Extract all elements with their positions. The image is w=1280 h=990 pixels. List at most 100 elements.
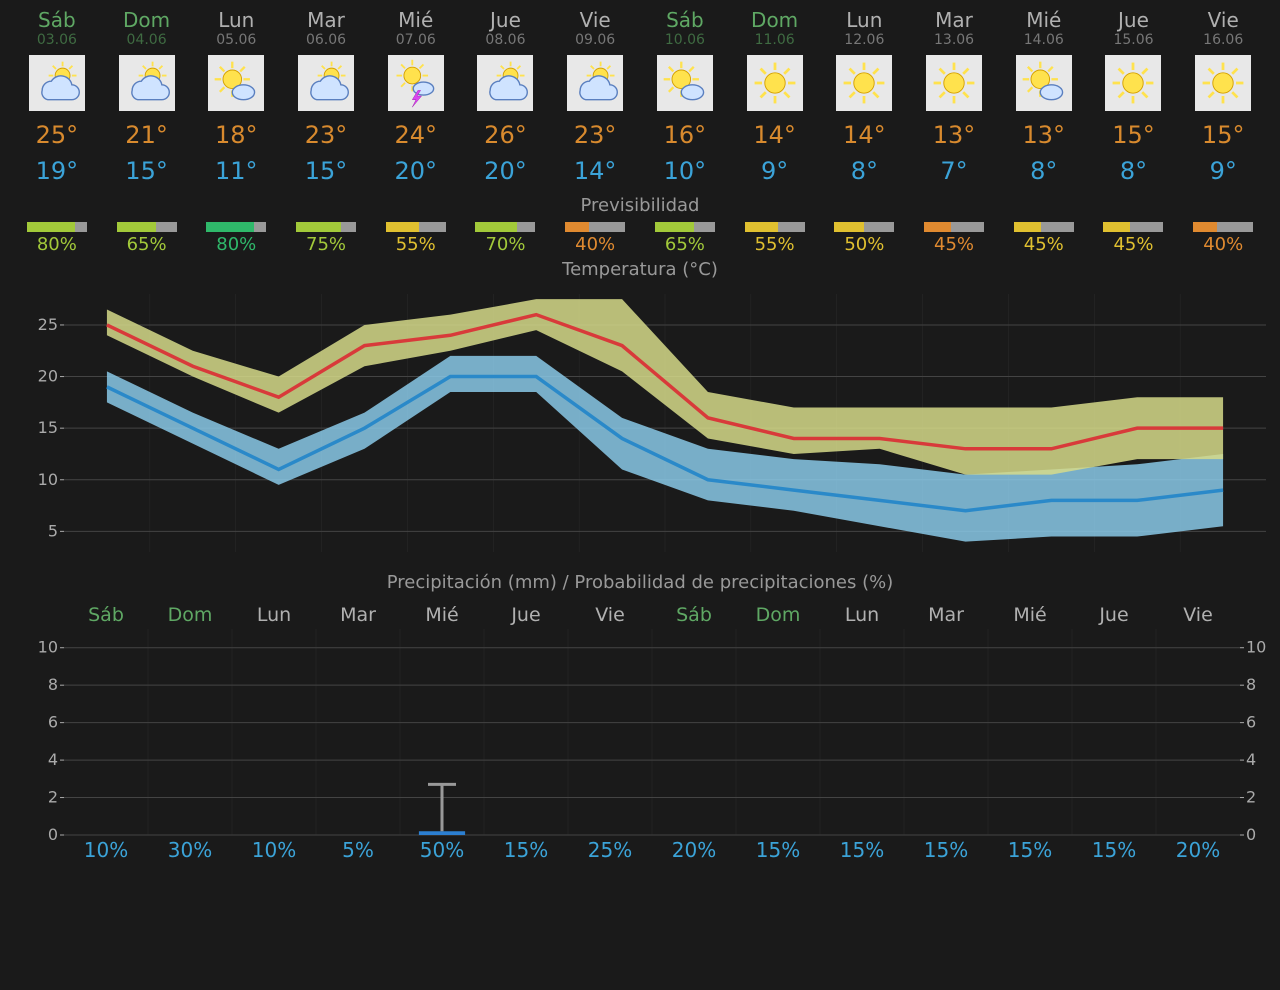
svg-text:Lun: Lun [845, 604, 879, 626]
weather-icon [747, 55, 803, 111]
svg-text:Jue: Jue [510, 604, 540, 626]
forecast-day[interactable]: Mar 13.06 13° 7° [909, 8, 999, 191]
low-temp: 20° [371, 152, 461, 190]
svg-text:8: 8 [48, 675, 58, 694]
forecast-day[interactable]: Sáb 03.06 25° 19° [12, 8, 102, 191]
weather-icon [477, 55, 533, 111]
temperature-chart: 510152025 [28, 288, 1252, 558]
weather-icon [1195, 55, 1251, 111]
svg-text:10: 10 [38, 470, 58, 489]
forecast-day[interactable]: Vie 09.06 23° 14° [550, 8, 640, 191]
forecast-day[interactable]: Mié 07.06 24° 20° [371, 8, 461, 191]
weather-icon [208, 55, 264, 111]
predictability-cell: 40% [550, 222, 640, 255]
forecast-day[interactable]: Lun 05.06 18° 11° [191, 8, 281, 191]
day-name: Vie [550, 8, 640, 32]
temperature-label: Temperatura (°C) [12, 259, 1268, 280]
predictability-pct: 70% [461, 234, 551, 255]
forecast-day[interactable]: Jue 08.06 26° 20° [461, 8, 551, 191]
predictability-cell: 45% [1089, 222, 1179, 255]
predictability-cell: 45% [909, 222, 999, 255]
low-temp: 9° [730, 152, 820, 190]
predictability-cell: 55% [371, 222, 461, 255]
day-name: Jue [1089, 8, 1179, 32]
predictability-cell: 45% [999, 222, 1089, 255]
day-name: Mié [999, 8, 1089, 32]
predictability-cell: 50% [819, 222, 909, 255]
low-temp: 8° [1089, 152, 1179, 190]
svg-text:Jue: Jue [1098, 604, 1128, 626]
day-date: 06.06 [281, 32, 371, 49]
predictability-bar [655, 222, 715, 232]
low-temp: 9° [1178, 152, 1268, 190]
svg-text:Lun: Lun [257, 604, 291, 626]
high-temp: 15° [1178, 119, 1268, 153]
forecast-day[interactable]: Jue 15.06 15° 8° [1089, 8, 1179, 191]
svg-text:2: 2 [48, 787, 58, 806]
svg-text:5%: 5% [342, 838, 374, 861]
svg-text:20: 20 [38, 366, 58, 385]
svg-text:6: 6 [48, 712, 58, 731]
svg-text:20%: 20% [1176, 838, 1220, 861]
svg-text:0: 0 [48, 825, 58, 844]
low-temp: 19° [12, 152, 102, 190]
predictability-pct: 80% [12, 234, 102, 255]
day-date: 07.06 [371, 32, 461, 49]
high-temp: 24° [371, 119, 461, 153]
day-name: Lun [191, 8, 281, 32]
svg-text:Mar: Mar [928, 604, 964, 626]
forecast-day[interactable]: Vie 16.06 15° 9° [1178, 8, 1268, 191]
forecast-day[interactable]: Dom 04.06 21° 15° [102, 8, 192, 191]
predictability-bar [745, 222, 805, 232]
low-temp: 20° [461, 152, 551, 190]
weather-icon [1016, 55, 1072, 111]
day-date: 04.06 [102, 32, 192, 49]
forecast-day[interactable]: Dom 11.06 14° 9° [730, 8, 820, 191]
forecast-day[interactable]: Lun 12.06 14° 8° [819, 8, 909, 191]
weather-icon [657, 55, 713, 111]
high-temp: 15° [1089, 119, 1179, 153]
forecast-day[interactable]: Sáb 10.06 16° 10° [640, 8, 730, 191]
day-name: Dom [730, 8, 820, 32]
weather-icon [836, 55, 892, 111]
svg-text:15%: 15% [924, 838, 968, 861]
svg-text:25: 25 [38, 315, 58, 334]
forecast-day[interactable]: Mar 06.06 23° 15° [281, 8, 371, 191]
forecast-day[interactable]: Mié 14.06 13° 8° [999, 8, 1089, 191]
day-name: Jue [461, 8, 551, 32]
svg-text:Mié: Mié [1013, 604, 1046, 626]
weather-icon [1105, 55, 1161, 111]
svg-text:15%: 15% [840, 838, 884, 861]
high-temp: 21° [102, 119, 192, 153]
predictability-pct: 65% [640, 234, 730, 255]
high-temp: 18° [191, 119, 281, 153]
svg-text:15%: 15% [1008, 838, 1052, 861]
low-temp: 8° [819, 152, 909, 190]
day-date: 12.06 [819, 32, 909, 49]
high-temp: 13° [999, 119, 1089, 153]
predictability-cell: 55% [730, 222, 820, 255]
predictability-pct: 45% [999, 234, 1089, 255]
high-temp: 14° [819, 119, 909, 153]
svg-text:10: 10 [1246, 638, 1266, 657]
low-temp: 8° [999, 152, 1089, 190]
predictability-cell: 65% [102, 222, 192, 255]
predictability-bar [386, 222, 446, 232]
day-name: Sáb [12, 8, 102, 32]
predictability-bar [1193, 222, 1253, 232]
day-date: 15.06 [1089, 32, 1179, 49]
day-date: 09.06 [550, 32, 640, 49]
svg-text:25%: 25% [588, 838, 632, 861]
svg-text:10%: 10% [252, 838, 296, 861]
predictability-bar [296, 222, 356, 232]
day-date: 13.06 [909, 32, 999, 49]
day-name: Mar [281, 8, 371, 32]
predictability-bar [924, 222, 984, 232]
svg-text:Vie: Vie [1183, 604, 1213, 626]
svg-text:30%: 30% [168, 838, 212, 861]
predictability-cell: 40% [1178, 222, 1268, 255]
predictability-pct: 65% [102, 234, 192, 255]
weather-icon [388, 55, 444, 111]
predictability-cell: 80% [191, 222, 281, 255]
high-temp: 23° [281, 119, 371, 153]
